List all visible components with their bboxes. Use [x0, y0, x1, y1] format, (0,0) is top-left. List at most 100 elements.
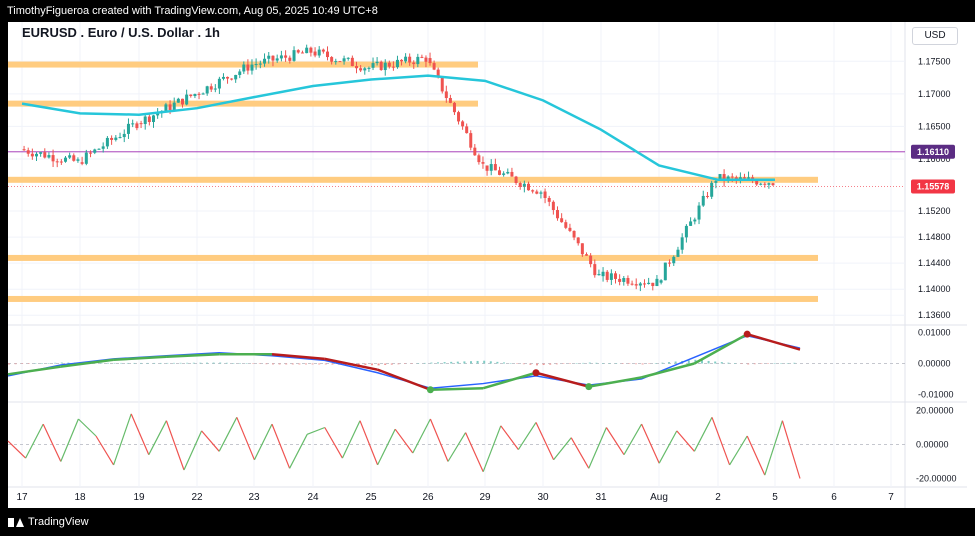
macd-histogram-bar	[41, 363, 43, 364]
sr-zone	[8, 176, 818, 183]
oscillator-segment	[711, 417, 731, 466]
macd-signal-segment	[324, 357, 378, 371]
candle-body	[131, 123, 135, 125]
candle-body	[346, 57, 350, 59]
macd-histogram-bar	[410, 363, 413, 364]
candle-body	[767, 183, 771, 185]
candle-body	[193, 93, 197, 97]
candle-body	[350, 57, 354, 67]
oscillator-segment	[165, 420, 185, 471]
symbol-title[interactable]: EURUSD . Euro / U.S. Dollar . 1h	[22, 25, 220, 40]
oscillator-segment	[95, 435, 115, 466]
chart-canvas[interactable]: 17 18 19 22 23 24 25 26 29 30 31 Aug 2 5 6 71.175001.17…	[0, 22, 975, 508]
candle-body	[359, 68, 363, 71]
candle-body	[634, 284, 638, 286]
candle-body	[452, 102, 456, 113]
candle-body	[759, 183, 763, 185]
x-tick-label: 29	[479, 492, 491, 503]
macd-histogram-bar	[146, 362, 149, 364]
price-tick-label: 1.16000	[918, 154, 951, 164]
macd-histogram-bar	[21, 363, 24, 364]
candle-body	[326, 51, 329, 58]
candle-body	[84, 152, 88, 164]
oscillator-segment	[500, 425, 519, 450]
macd-histogram-bar	[120, 362, 123, 364]
candle-body	[416, 56, 420, 65]
candle-body	[572, 230, 576, 238]
macd-histogram-bar	[219, 362, 222, 364]
candle-body	[391, 66, 395, 68]
oscillator-segment	[183, 430, 203, 471]
oscillator-segment	[25, 423, 44, 459]
macd-histogram-bar	[100, 362, 103, 364]
candle-body	[655, 278, 659, 287]
macd-signal-segment	[588, 376, 642, 388]
macd-histogram-bar	[503, 362, 505, 364]
candle-body	[288, 57, 292, 61]
macd-signal-segment	[641, 362, 695, 379]
candle-body	[420, 56, 424, 58]
macd-histogram-bar	[496, 361, 499, 364]
candle-body	[209, 86, 213, 90]
macd-histogram-bar	[661, 362, 664, 364]
oscillator-segment	[130, 413, 150, 455]
candle-body	[317, 49, 321, 56]
macd-histogram-bar	[588, 362, 591, 364]
chart-background	[8, 22, 975, 508]
macd-cross-dot	[532, 369, 540, 377]
candle-body	[47, 155, 51, 158]
macd-histogram-bar	[536, 363, 538, 366]
candle-body	[755, 180, 759, 185]
candle-body	[718, 174, 722, 179]
macd-histogram-bar	[318, 363, 321, 365]
macd-histogram-bar	[727, 362, 730, 364]
candle-body	[313, 51, 317, 56]
candle-body	[35, 153, 38, 157]
candle-body	[43, 152, 47, 158]
macd-histogram-bar	[34, 363, 37, 364]
oscillator-segment	[429, 418, 449, 462]
macd-histogram-bar	[186, 362, 189, 364]
candle-body	[614, 273, 617, 279]
x-tick-label: 5	[772, 492, 778, 503]
macd-histogram-bar	[417, 363, 420, 364]
candle-body	[593, 264, 597, 276]
macd-histogram-bar	[126, 362, 129, 364]
macd-histogram-bar	[225, 362, 228, 364]
oscillator-tick-label: 0.00000	[916, 440, 949, 450]
oscillator-segment	[746, 435, 766, 476]
tradingview-logo[interactable]: TradingView	[8, 515, 89, 529]
macd-histogram-bar	[456, 361, 459, 364]
macd-histogram-bar	[166, 362, 169, 364]
candle-body	[404, 56, 408, 62]
macd-histogram-bar	[377, 363, 380, 366]
candle-body	[568, 227, 572, 231]
oscillator-segment	[218, 417, 238, 452]
macd-histogram-bar	[357, 363, 360, 366]
candle-body	[305, 47, 309, 54]
macd-histogram-bar	[489, 361, 492, 364]
candle-body	[185, 94, 189, 105]
macd-signal-segment	[166, 352, 220, 358]
candle-body	[465, 126, 469, 134]
tradingview-logo-text: TradingView	[28, 516, 89, 528]
candle-body	[114, 137, 118, 140]
candle-body	[230, 78, 234, 80]
candle-body	[601, 271, 605, 277]
oscillator-segment	[553, 437, 572, 461]
candle-body	[156, 113, 160, 116]
candle-body	[59, 161, 63, 163]
sr-zone	[8, 100, 478, 107]
currency-button[interactable]: USD	[912, 27, 958, 45]
candle-body	[473, 147, 477, 156]
candle-body	[321, 49, 325, 52]
candle-body	[697, 205, 701, 220]
candle-body	[543, 191, 547, 198]
candle-body	[105, 137, 109, 147]
macd-histogram-bar	[701, 360, 703, 364]
macd-histogram-bar	[14, 363, 17, 365]
candle-body	[338, 61, 342, 63]
tradingview-logo-icon	[8, 517, 24, 527]
macd-histogram-bar	[714, 361, 717, 364]
oscillator-segment	[271, 423, 291, 469]
